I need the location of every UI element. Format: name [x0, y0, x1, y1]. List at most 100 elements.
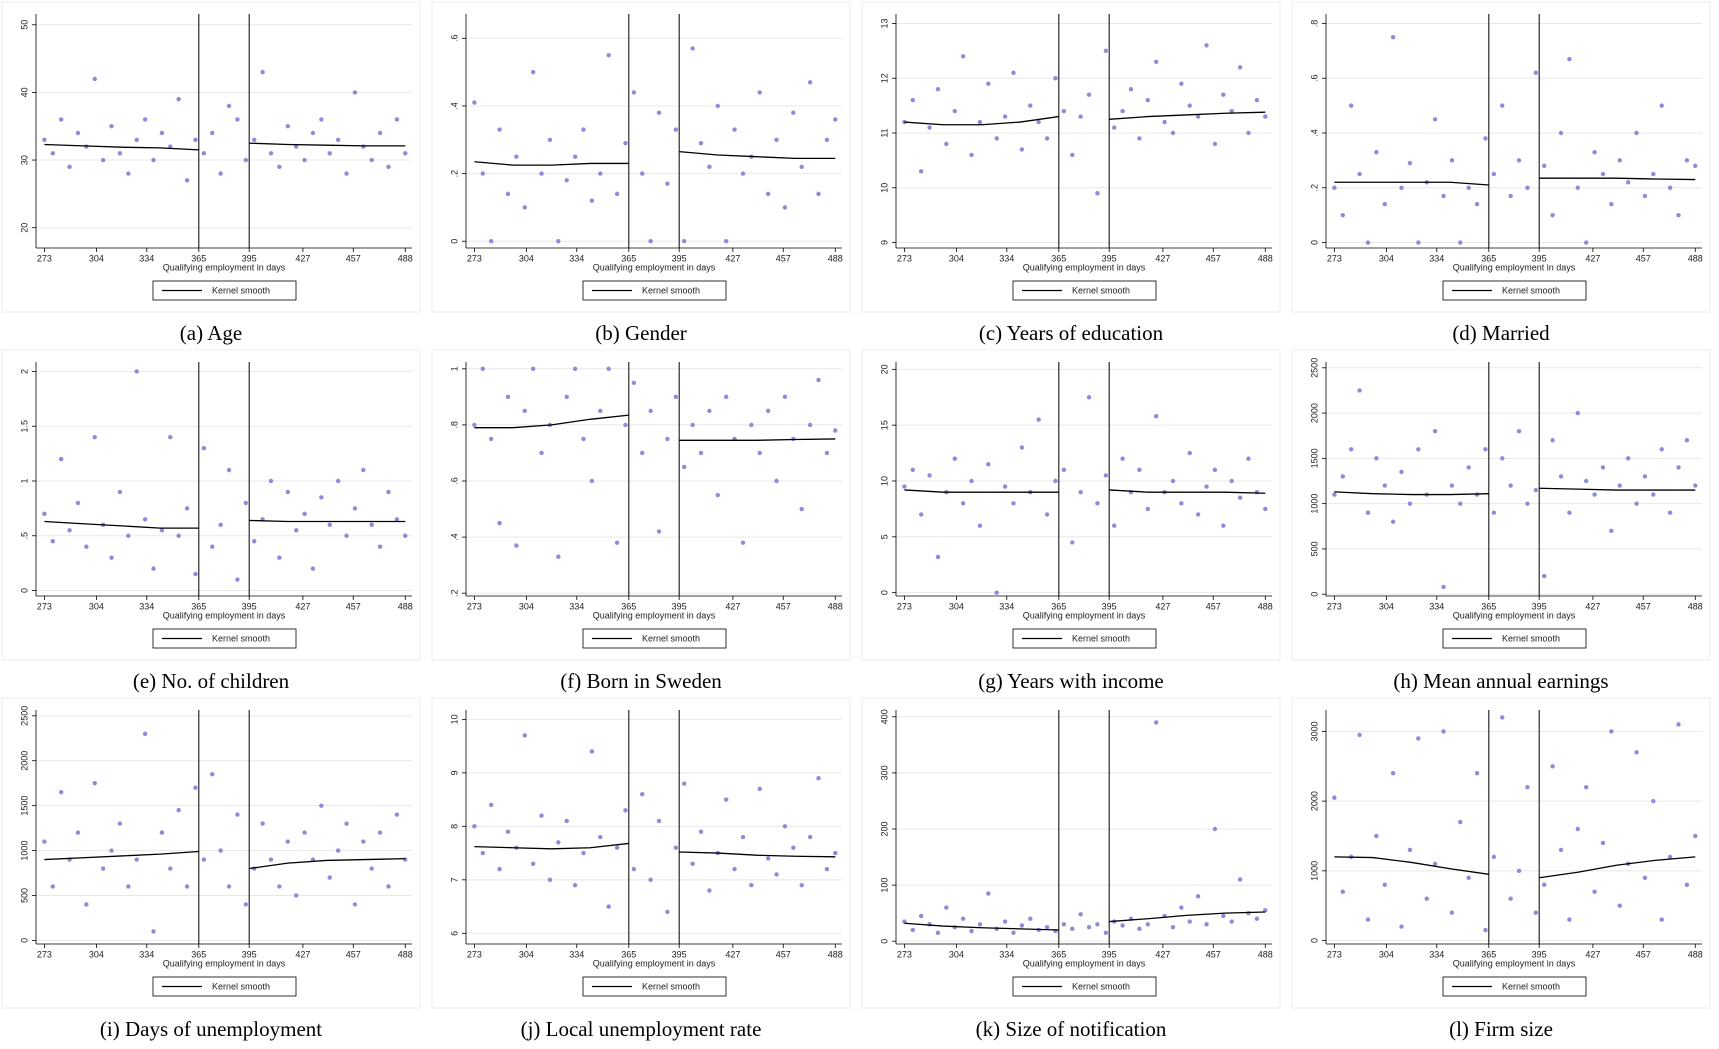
point — [564, 178, 569, 183]
point — [969, 152, 974, 158]
point — [268, 478, 274, 484]
y-tick-label: 9 — [879, 240, 889, 245]
x-tick-label: 334 — [569, 601, 584, 611]
point — [201, 445, 207, 451]
x-tick-label: 365 — [1481, 949, 1496, 959]
point — [243, 157, 249, 163]
point — [1237, 877, 1243, 882]
point — [960, 916, 966, 921]
point — [1642, 474, 1648, 479]
x-tick-label: 488 — [1258, 253, 1273, 263]
x-tick-label: 488 — [1688, 949, 1703, 959]
point — [1458, 819, 1463, 825]
x-axis-label: Qualifying employment in days — [1453, 262, 1576, 272]
point — [732, 127, 737, 132]
point — [1357, 171, 1362, 177]
caption: (k) Size of notification — [976, 1017, 1167, 1041]
point — [134, 857, 139, 862]
kernel-smooth — [904, 922, 1059, 931]
point — [707, 408, 712, 414]
point — [117, 821, 123, 826]
point — [1525, 784, 1530, 790]
point — [335, 478, 341, 484]
point — [1449, 910, 1455, 915]
kernel-smooth — [1539, 856, 1696, 879]
point — [1533, 487, 1539, 493]
x-tick-label: 488 — [1258, 949, 1273, 959]
point — [1432, 428, 1438, 434]
y-tick-label: .6 — [449, 477, 459, 485]
point — [1533, 70, 1539, 75]
x-tick-label: 273 — [1327, 253, 1342, 263]
point — [58, 456, 64, 462]
point — [564, 818, 569, 824]
point — [530, 366, 536, 372]
point — [1659, 917, 1664, 922]
y-tick-label: 15 — [879, 420, 889, 430]
x-tick-label: 427 — [1585, 253, 1600, 263]
point — [302, 830, 307, 835]
y-tick-label: 500 — [1309, 541, 1319, 556]
x-tick-label: 304 — [89, 949, 104, 959]
x-tick-label: 365 — [1051, 601, 1066, 611]
kernel-smooth — [679, 438, 836, 441]
point — [1078, 912, 1083, 917]
point — [514, 154, 519, 159]
point — [75, 130, 81, 136]
point — [522, 408, 527, 414]
point — [1441, 193, 1446, 199]
y-tick-label: 2 — [19, 369, 29, 374]
point — [394, 517, 400, 522]
y-tick-label: 1500 — [1309, 448, 1319, 468]
point — [1642, 193, 1648, 199]
point — [910, 97, 915, 103]
point — [1195, 894, 1201, 899]
panel-frame — [1291, 697, 1711, 1009]
point — [218, 171, 223, 176]
point — [774, 478, 779, 484]
point — [1693, 833, 1698, 839]
legend-label: Kernel smooth — [1502, 285, 1560, 295]
point — [1019, 445, 1025, 450]
x-axis-label: Qualifying employment in days — [163, 262, 286, 272]
x-tick-label: 457 — [1206, 601, 1221, 611]
panel-frame — [1291, 1, 1711, 313]
point — [740, 540, 746, 545]
point — [386, 489, 391, 495]
point — [1179, 81, 1184, 86]
point — [927, 125, 932, 130]
point — [1237, 65, 1243, 70]
kernel-smooth — [1109, 489, 1266, 494]
point — [1491, 854, 1497, 860]
point — [226, 103, 232, 109]
point — [277, 555, 282, 560]
point — [1500, 103, 1505, 108]
point — [243, 902, 249, 907]
point — [665, 181, 670, 186]
y-tick-label: 6 — [449, 931, 459, 936]
point — [1491, 171, 1497, 177]
point — [1617, 483, 1622, 488]
x-axis-label: Qualifying employment in days — [163, 958, 286, 968]
caption: (a) Age — [180, 321, 242, 345]
x-axis-label: Qualifying employment in days — [1453, 610, 1576, 620]
point — [631, 90, 637, 95]
point — [252, 137, 257, 142]
point — [935, 554, 941, 560]
x-tick-label: 427 — [725, 253, 740, 263]
legend-box — [1442, 628, 1587, 649]
point — [1221, 92, 1226, 97]
x-tick-label: 427 — [295, 601, 310, 611]
point — [252, 539, 257, 544]
point — [1693, 483, 1698, 488]
x-tick-label: 395 — [1102, 601, 1117, 611]
point — [1558, 847, 1564, 853]
y-tick-label: 1000 — [1309, 861, 1319, 881]
point — [807, 80, 813, 85]
point — [268, 857, 274, 862]
point — [1592, 889, 1597, 894]
point — [1348, 447, 1354, 452]
point — [310, 130, 316, 136]
y-tick-label: 12 — [879, 73, 889, 83]
x-tick-label: 273 — [37, 949, 52, 959]
